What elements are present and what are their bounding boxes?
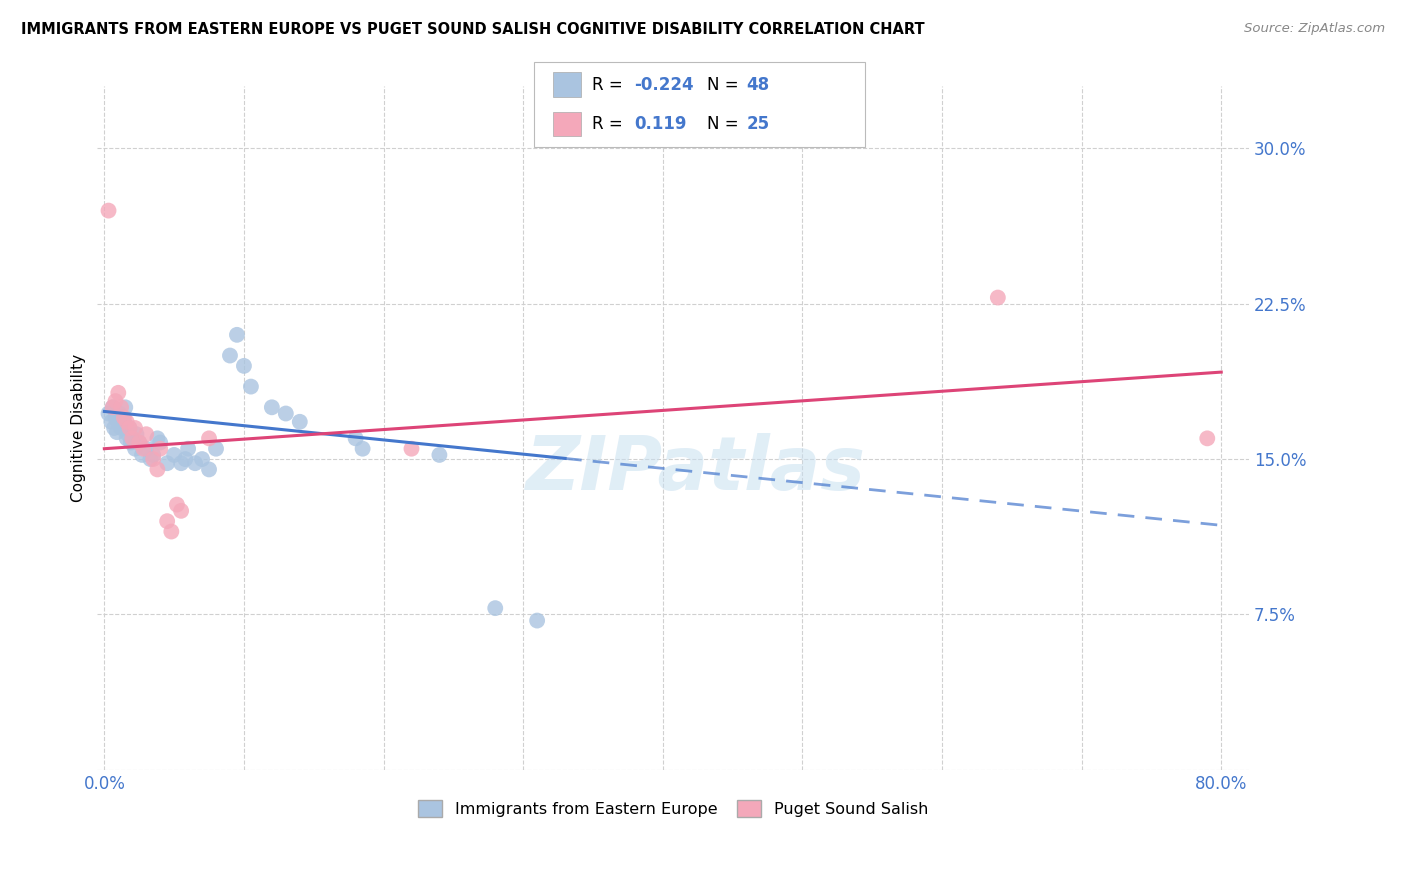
Point — [128, 435, 150, 450]
Point — [128, 435, 150, 450]
Text: 0.119: 0.119 — [634, 115, 686, 133]
Point — [110, 421, 132, 435]
Point — [1197, 431, 1219, 445]
Point — [429, 448, 451, 462]
Text: R =: R = — [592, 115, 633, 133]
Y-axis label: Cognitive Disability: Cognitive Disability — [72, 354, 86, 502]
Point — [177, 442, 200, 456]
Text: 48: 48 — [747, 76, 769, 94]
Text: Source: ZipAtlas.com: Source: ZipAtlas.com — [1244, 22, 1385, 36]
Point — [344, 431, 367, 445]
Point — [288, 415, 311, 429]
Point — [352, 442, 374, 456]
Point — [142, 452, 165, 467]
Text: 25: 25 — [747, 115, 769, 133]
Point — [103, 421, 125, 435]
Point — [198, 431, 221, 445]
Point — [191, 452, 214, 467]
Point — [107, 415, 129, 429]
Point — [484, 601, 506, 615]
Point — [131, 448, 153, 462]
Point — [114, 401, 136, 415]
Point — [142, 448, 165, 462]
Point — [987, 291, 1010, 305]
Point — [166, 498, 188, 512]
Point — [115, 415, 138, 429]
Point — [526, 614, 548, 628]
Point — [233, 359, 256, 373]
Point — [121, 431, 143, 445]
Point — [139, 452, 162, 467]
Point — [120, 435, 142, 450]
Point — [274, 407, 297, 421]
Point — [205, 442, 228, 456]
Point — [121, 431, 143, 445]
Point — [174, 452, 197, 467]
Point — [124, 421, 146, 435]
Point — [118, 421, 141, 435]
Point — [118, 421, 141, 435]
Text: N =: N = — [707, 76, 744, 94]
Point — [198, 462, 221, 476]
Point — [149, 435, 172, 450]
Point — [105, 425, 128, 439]
Point — [160, 524, 183, 539]
Point — [219, 349, 242, 363]
Point — [100, 415, 122, 429]
Text: IMMIGRANTS FROM EASTERN EUROPE VS PUGET SOUND SALISH COGNITIVE DISABILITY CORREL: IMMIGRANTS FROM EASTERN EUROPE VS PUGET … — [21, 22, 925, 37]
Point — [135, 427, 157, 442]
Point — [104, 410, 127, 425]
Point — [104, 394, 127, 409]
Point — [117, 427, 139, 442]
Point — [184, 456, 207, 470]
Text: ZIPatlas: ZIPatlas — [526, 433, 866, 506]
Point — [97, 407, 120, 421]
Point — [163, 448, 186, 462]
Point — [135, 442, 157, 456]
Point — [112, 415, 135, 429]
Point — [107, 385, 129, 400]
Point — [149, 442, 172, 456]
Text: N =: N = — [707, 115, 744, 133]
Point — [156, 456, 179, 470]
Point — [146, 431, 169, 445]
Point — [112, 410, 135, 425]
Point — [401, 442, 423, 456]
Point — [226, 327, 249, 342]
Point — [132, 442, 155, 456]
Legend: Immigrants from Eastern Europe, Puget Sound Salish: Immigrants from Eastern Europe, Puget So… — [412, 794, 935, 823]
Point — [124, 442, 146, 456]
Point — [108, 407, 131, 421]
Point — [170, 504, 193, 518]
Point — [97, 203, 120, 218]
Point — [101, 401, 124, 415]
Point — [170, 456, 193, 470]
Point — [110, 401, 132, 415]
Text: -0.224: -0.224 — [634, 76, 693, 94]
Text: R =: R = — [592, 76, 628, 94]
Point — [125, 427, 148, 442]
Point — [115, 431, 138, 445]
Point — [146, 462, 169, 476]
Point — [260, 401, 283, 415]
Point — [111, 410, 134, 425]
Point — [239, 379, 262, 393]
Point — [156, 514, 179, 528]
Point — [101, 401, 124, 415]
